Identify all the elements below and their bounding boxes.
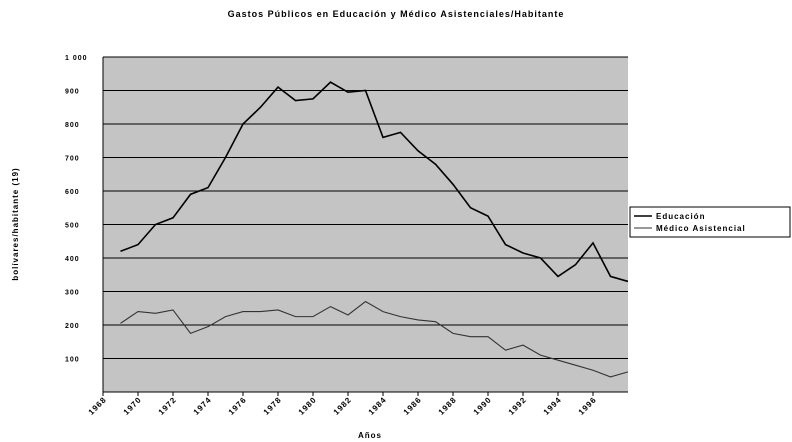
x-tick-label: 1992 [507,395,529,417]
x-tick-label: 1970 [122,395,144,417]
y-tick-label: 100 [65,357,80,364]
series-line [120,300,629,378]
x-tick-label: 1990 [472,395,494,417]
x-tick-label: 1974 [192,395,214,417]
legend-label: Médico Asistencial [656,224,746,233]
y-tick-label: 200 [65,323,80,330]
y-tick-label: 700 [65,156,80,163]
y-tick-label: 1 000 [65,55,88,62]
x-tick-label: 1976 [227,395,249,417]
x-tick-label: 1968 [87,395,109,417]
x-tick-label: 1978 [262,395,284,417]
x-tick-label: 1994 [542,395,564,417]
legend-label: Educación [656,212,705,221]
x-tick-label: 1984 [367,395,389,417]
y-axis-label: bolívares/habitante (19) [11,167,20,280]
y-tick-label: 500 [65,223,80,230]
x-tick-label: 1996 [577,395,599,417]
y-tick-label: 600 [65,189,80,196]
y-tick-label: 900 [65,89,80,96]
y-tick-label: 400 [65,256,80,263]
y-tick-label: 800 [65,122,80,129]
y-tick-label: 300 [65,290,80,297]
series-line [120,81,629,283]
x-tick-label: 1980 [297,395,319,417]
x-tick-label: 1982 [332,395,354,417]
x-tick-label: 1988 [437,395,459,417]
x-axis-label: Años [358,431,382,440]
legend-box [629,206,791,238]
x-tick-label: 1986 [402,395,424,417]
chart-title: Gastos Públicos en Educación y Médico As… [228,9,565,19]
x-tick-label: 1972 [157,395,179,417]
